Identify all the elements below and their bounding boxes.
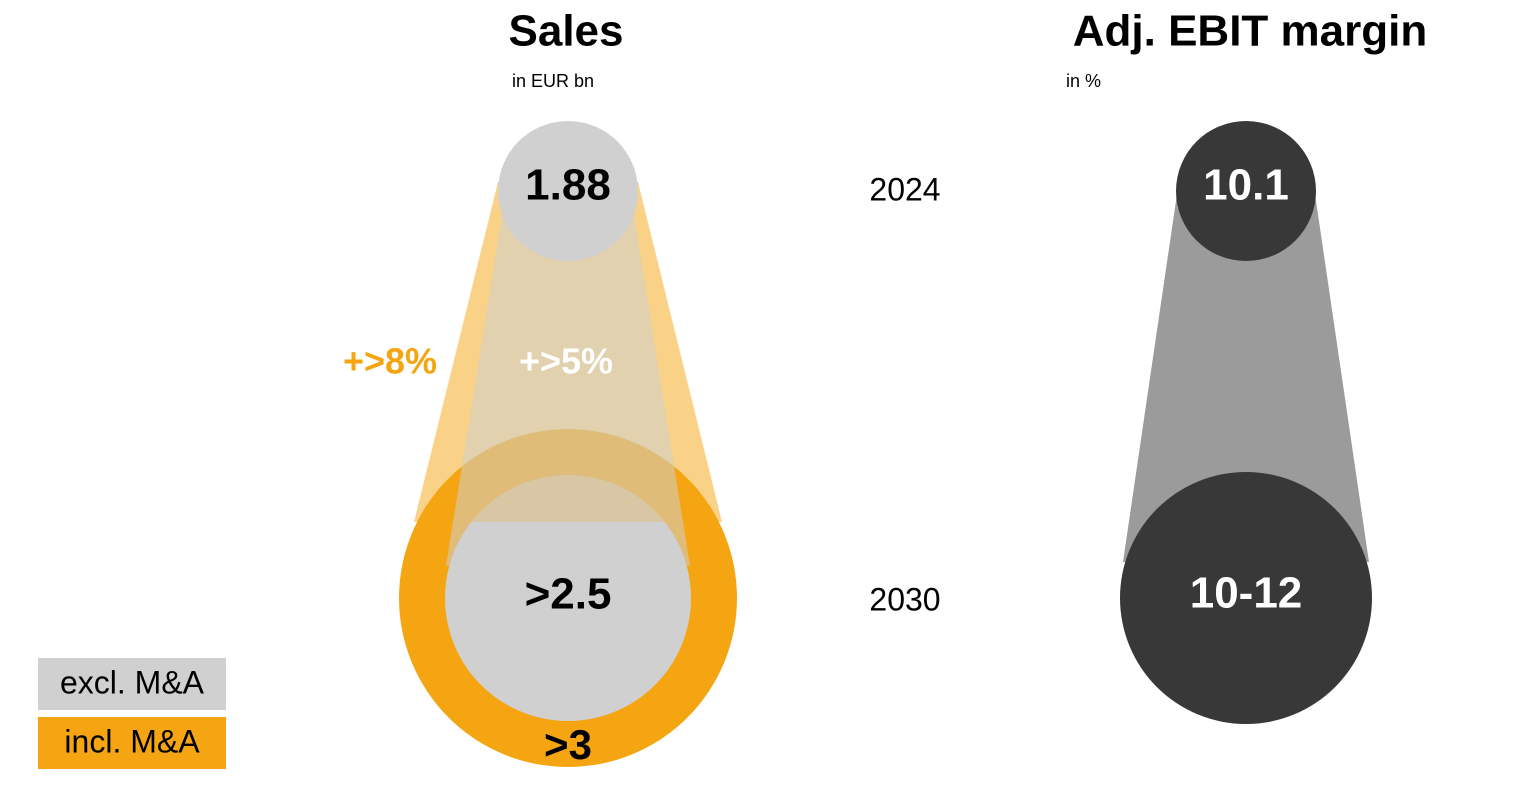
sales-2030-excl: >2.5 bbox=[525, 570, 612, 619]
sales-2024: 1.88 bbox=[525, 161, 611, 210]
legend-swatch bbox=[38, 717, 226, 769]
ebit-2030: 10-12 bbox=[1190, 569, 1303, 618]
legend-label: incl. M&A bbox=[64, 723, 200, 759]
year-label: 2024 bbox=[869, 171, 940, 207]
ebit-cone bbox=[1123, 194, 1369, 562]
growth-excl: +>5% bbox=[519, 341, 613, 382]
excl-cone bbox=[446, 215, 690, 566]
ebit-title: Adj. EBIT margin bbox=[1073, 7, 1427, 56]
ebit-end-circle bbox=[1120, 472, 1372, 724]
ebit-2024: 10.1 bbox=[1203, 161, 1289, 210]
year-label: 2030 bbox=[869, 581, 940, 617]
legend: excl. M&A incl. M&A bbox=[38, 658, 226, 769]
sales-title: Sales bbox=[509, 7, 624, 56]
start-circle bbox=[498, 121, 638, 261]
growth-incl: +>8% bbox=[343, 341, 437, 382]
ebit-start-circle bbox=[1176, 121, 1316, 261]
legend-swatch bbox=[38, 658, 226, 710]
sales-unit: in EUR bn bbox=[512, 71, 594, 91]
sales-graphic bbox=[399, 121, 737, 767]
ebit-unit: in % bbox=[1066, 71, 1101, 91]
legend-label: excl. M&A bbox=[60, 664, 205, 700]
ebit-graphic bbox=[1120, 121, 1372, 724]
sales-2030-incl: >3 bbox=[544, 721, 592, 768]
